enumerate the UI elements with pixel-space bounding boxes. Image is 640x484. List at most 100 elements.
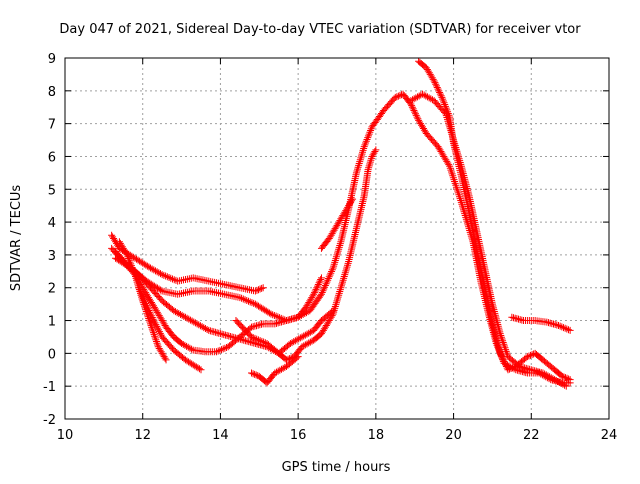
data-point-marker [499, 356, 507, 364]
y-tick-label: 4 [48, 216, 56, 231]
data-point-marker [456, 195, 464, 203]
data-point-marker [498, 353, 506, 361]
data-point-marker [359, 146, 367, 154]
data-point-marker [525, 352, 533, 360]
data-point-marker [330, 260, 338, 268]
data-point-marker [523, 353, 531, 361]
data-point-marker [430, 77, 438, 85]
data-point-marker [561, 374, 569, 382]
data-point-marker [502, 347, 510, 355]
data-point-marker [157, 286, 165, 294]
data-point-marker [321, 283, 329, 291]
data-point-marker [151, 332, 159, 340]
data-point-marker [129, 265, 137, 273]
data-point-marker [496, 330, 504, 338]
data-point-marker [321, 282, 329, 290]
data-point-marker [348, 197, 356, 205]
data-point-marker [506, 365, 514, 373]
data-point-marker [125, 256, 133, 264]
data-point-marker [337, 282, 345, 290]
data-point-marker [438, 93, 446, 101]
data-point-marker [213, 348, 221, 356]
data-point-marker [514, 361, 522, 369]
data-point-marker [161, 354, 169, 362]
data-point-marker [393, 93, 401, 101]
data-point-marker [156, 329, 164, 337]
data-point-marker [254, 372, 262, 380]
data-point-marker [284, 355, 292, 363]
x-tick-label: 18 [368, 428, 385, 443]
data-point-marker [327, 269, 335, 277]
data-point-marker [358, 150, 366, 158]
data-point-marker [432, 80, 440, 88]
data-point-marker [371, 148, 379, 156]
data-point-marker [221, 344, 229, 352]
data-point-marker [122, 249, 130, 257]
data-point-marker [448, 170, 456, 178]
data-point-marker [136, 287, 144, 295]
data-point-marker [272, 312, 280, 320]
plot-frame [64, 57, 610, 420]
data-point-marker [130, 267, 138, 275]
data-point-marker [251, 287, 259, 295]
data-point-marker [255, 286, 263, 294]
data-point-marker [412, 111, 420, 119]
data-point-marker [148, 314, 156, 322]
data-point-marker [557, 371, 565, 379]
data-point-marker [564, 326, 572, 334]
data-point-marker [260, 338, 268, 346]
data-point-marker [456, 193, 464, 201]
data-point-marker [152, 337, 160, 345]
data-point-marker [362, 137, 370, 145]
data-point-marker [256, 337, 264, 345]
data-point-marker [357, 152, 365, 160]
data-point-marker [323, 278, 331, 286]
y-tick-label: 3 [48, 249, 56, 264]
data-point-marker [441, 101, 449, 109]
data-point-marker [357, 154, 365, 162]
data-point-marker [507, 364, 515, 372]
data-point-marker [454, 189, 462, 197]
data-point-marker [314, 282, 322, 290]
data-point-marker [432, 82, 440, 90]
data-point-marker [563, 374, 571, 382]
series-track-j [415, 57, 574, 384]
data-point-marker [313, 284, 321, 292]
data-point-marker [143, 301, 151, 309]
data-point-marker [436, 90, 444, 98]
data-point-marker [433, 84, 441, 92]
data-point-marker [498, 335, 506, 343]
data-point-marker [246, 298, 254, 306]
data-point-marker [566, 376, 574, 384]
data-point-marker [139, 294, 147, 302]
series-track-k [407, 90, 570, 390]
data-point-marker [135, 284, 143, 292]
data-point-marker [314, 280, 322, 288]
data-point-marker [267, 310, 275, 318]
data-point-marker [562, 382, 570, 390]
data-point-marker [282, 356, 290, 364]
data-point-marker [366, 158, 374, 166]
data-point-marker [253, 286, 261, 294]
data-point-marker [339, 278, 347, 286]
data-point-marker [324, 275, 332, 283]
data-point-marker [504, 366, 512, 374]
data-point-marker [355, 159, 363, 167]
y-tick-label: 0 [48, 347, 56, 362]
data-point-marker [413, 113, 421, 121]
data-point-marker [455, 191, 463, 199]
data-point-marker [149, 329, 157, 337]
x-tick-label: 10 [57, 428, 74, 443]
data-point-marker [197, 366, 205, 374]
data-point-marker [334, 293, 342, 301]
data-point-marker [294, 353, 302, 361]
data-point-marker [496, 349, 504, 357]
data-point-marker [332, 253, 340, 261]
x-axis-label: GPS time / hours [282, 460, 391, 475]
data-point-marker [364, 134, 372, 142]
data-point-marker [414, 115, 422, 123]
data-point-marker [144, 305, 152, 313]
series-track-h [248, 353, 302, 387]
data-point-marker [251, 334, 259, 342]
